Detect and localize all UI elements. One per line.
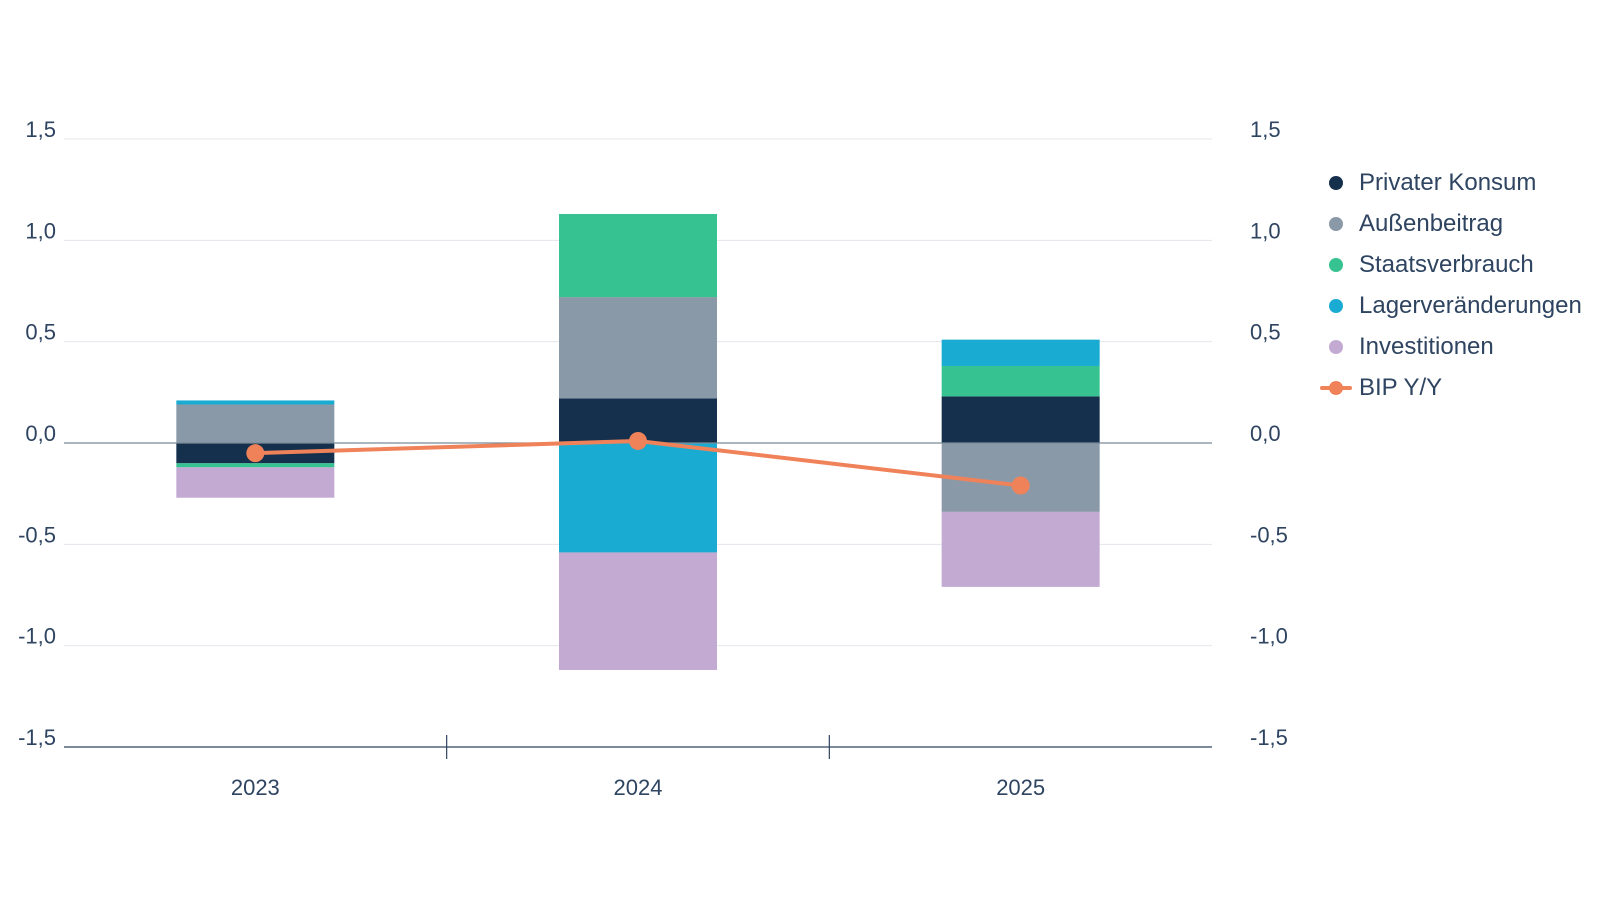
- y-tick-label-right: -0,5: [1250, 522, 1288, 547]
- legend-label: Staatsverbrauch: [1359, 250, 1534, 278]
- y-tick-label-left: 0,0: [25, 421, 56, 446]
- legend: Privater Konsum Außenbeitrag Staatsverbrau…: [1320, 162, 1590, 408]
- bar-segment-lagerver-nderungen-2023: [176, 400, 335, 405]
- legend-marker-dot: [1329, 298, 1343, 313]
- legend-label: BIP Y/Y: [1359, 373, 1443, 401]
- x-tick-label: 2024: [614, 775, 663, 800]
- y-tick-label-right: 0,0: [1250, 421, 1281, 446]
- bip-point-2023: [246, 444, 265, 463]
- y-tick-label-right: 1,0: [1250, 218, 1281, 243]
- y-tick-label-left: -1,0: [18, 624, 56, 649]
- bar-segment-lagerver-nderungen-2024: [559, 443, 717, 553]
- bar-segment-investitionen-2024: [559, 552, 717, 670]
- bar-segment-investitionen-2023: [176, 467, 335, 498]
- bip-point-2024: [629, 431, 647, 450]
- legend-item: Investitionen: [1320, 326, 1590, 367]
- legend-item: Privater Konsum: [1320, 162, 1590, 203]
- legend-label: Außenbeitrag: [1359, 209, 1504, 237]
- y-tick-label-right: -1,5: [1250, 725, 1288, 750]
- legend-label: Lagerveränderungen: [1359, 291, 1582, 319]
- legend-marker-dot: [1329, 339, 1343, 354]
- y-tick-label-right: 0,5: [1250, 320, 1281, 345]
- bar-segment-staatsverbrauch-2025: [941, 365, 1100, 397]
- y-tick-label-left: 0,5: [25, 320, 56, 345]
- y-tick-label-left: 1,5: [25, 117, 56, 142]
- legend-item: Staatsverbrauch: [1320, 244, 1590, 285]
- legend-label: Privater Konsum: [1359, 168, 1537, 196]
- legend-label: Investitionen: [1359, 332, 1494, 360]
- y-tick-label-left: -1,5: [18, 725, 56, 750]
- bar-segment-staatsverbrauch-2024: [559, 213, 717, 298]
- y-tick-label-left: -0,5: [18, 522, 56, 547]
- y-tick-label-right: -1,0: [1250, 624, 1288, 649]
- bar-segment-au-enbeitrag-2024: [559, 297, 717, 399]
- legend-item: Außenbeitrag: [1320, 203, 1590, 244]
- label-layer: 1,5 1,5 1,0 1,0 0,5 0,5 0,0 0,0 -0,5 -0,5 -1,0 -1,0…: [18, 117, 1288, 800]
- legend-marker-dot: [1329, 216, 1343, 231]
- bar-segment-investitionen-2025: [941, 511, 1100, 587]
- x-tick-label: 2025: [996, 775, 1045, 800]
- legend-marker-line: [1320, 380, 1352, 395]
- legend-item: Lagerveränderungen: [1320, 285, 1590, 326]
- x-tick-label: 2023: [231, 775, 280, 800]
- bar-segment-staatsverbrauch-2023: [176, 463, 335, 468]
- legend-item-line: BIP Y/Y: [1320, 367, 1590, 408]
- y-tick-label-left: 1,0: [25, 218, 56, 243]
- legend-marker-dot: [1329, 257, 1343, 272]
- bar-segment-lagerver-nderungen-2025: [941, 339, 1100, 366]
- bar-segment-au-enbeitrag-2023: [176, 404, 335, 443]
- y-tick-label-right: 1,5: [1250, 117, 1281, 142]
- bar-segment-privater-konsum-2025: [941, 396, 1100, 443]
- line-layer: [246, 431, 1030, 495]
- legend-marker-dot: [1329, 175, 1343, 190]
- bip-point-2025: [1011, 476, 1030, 495]
